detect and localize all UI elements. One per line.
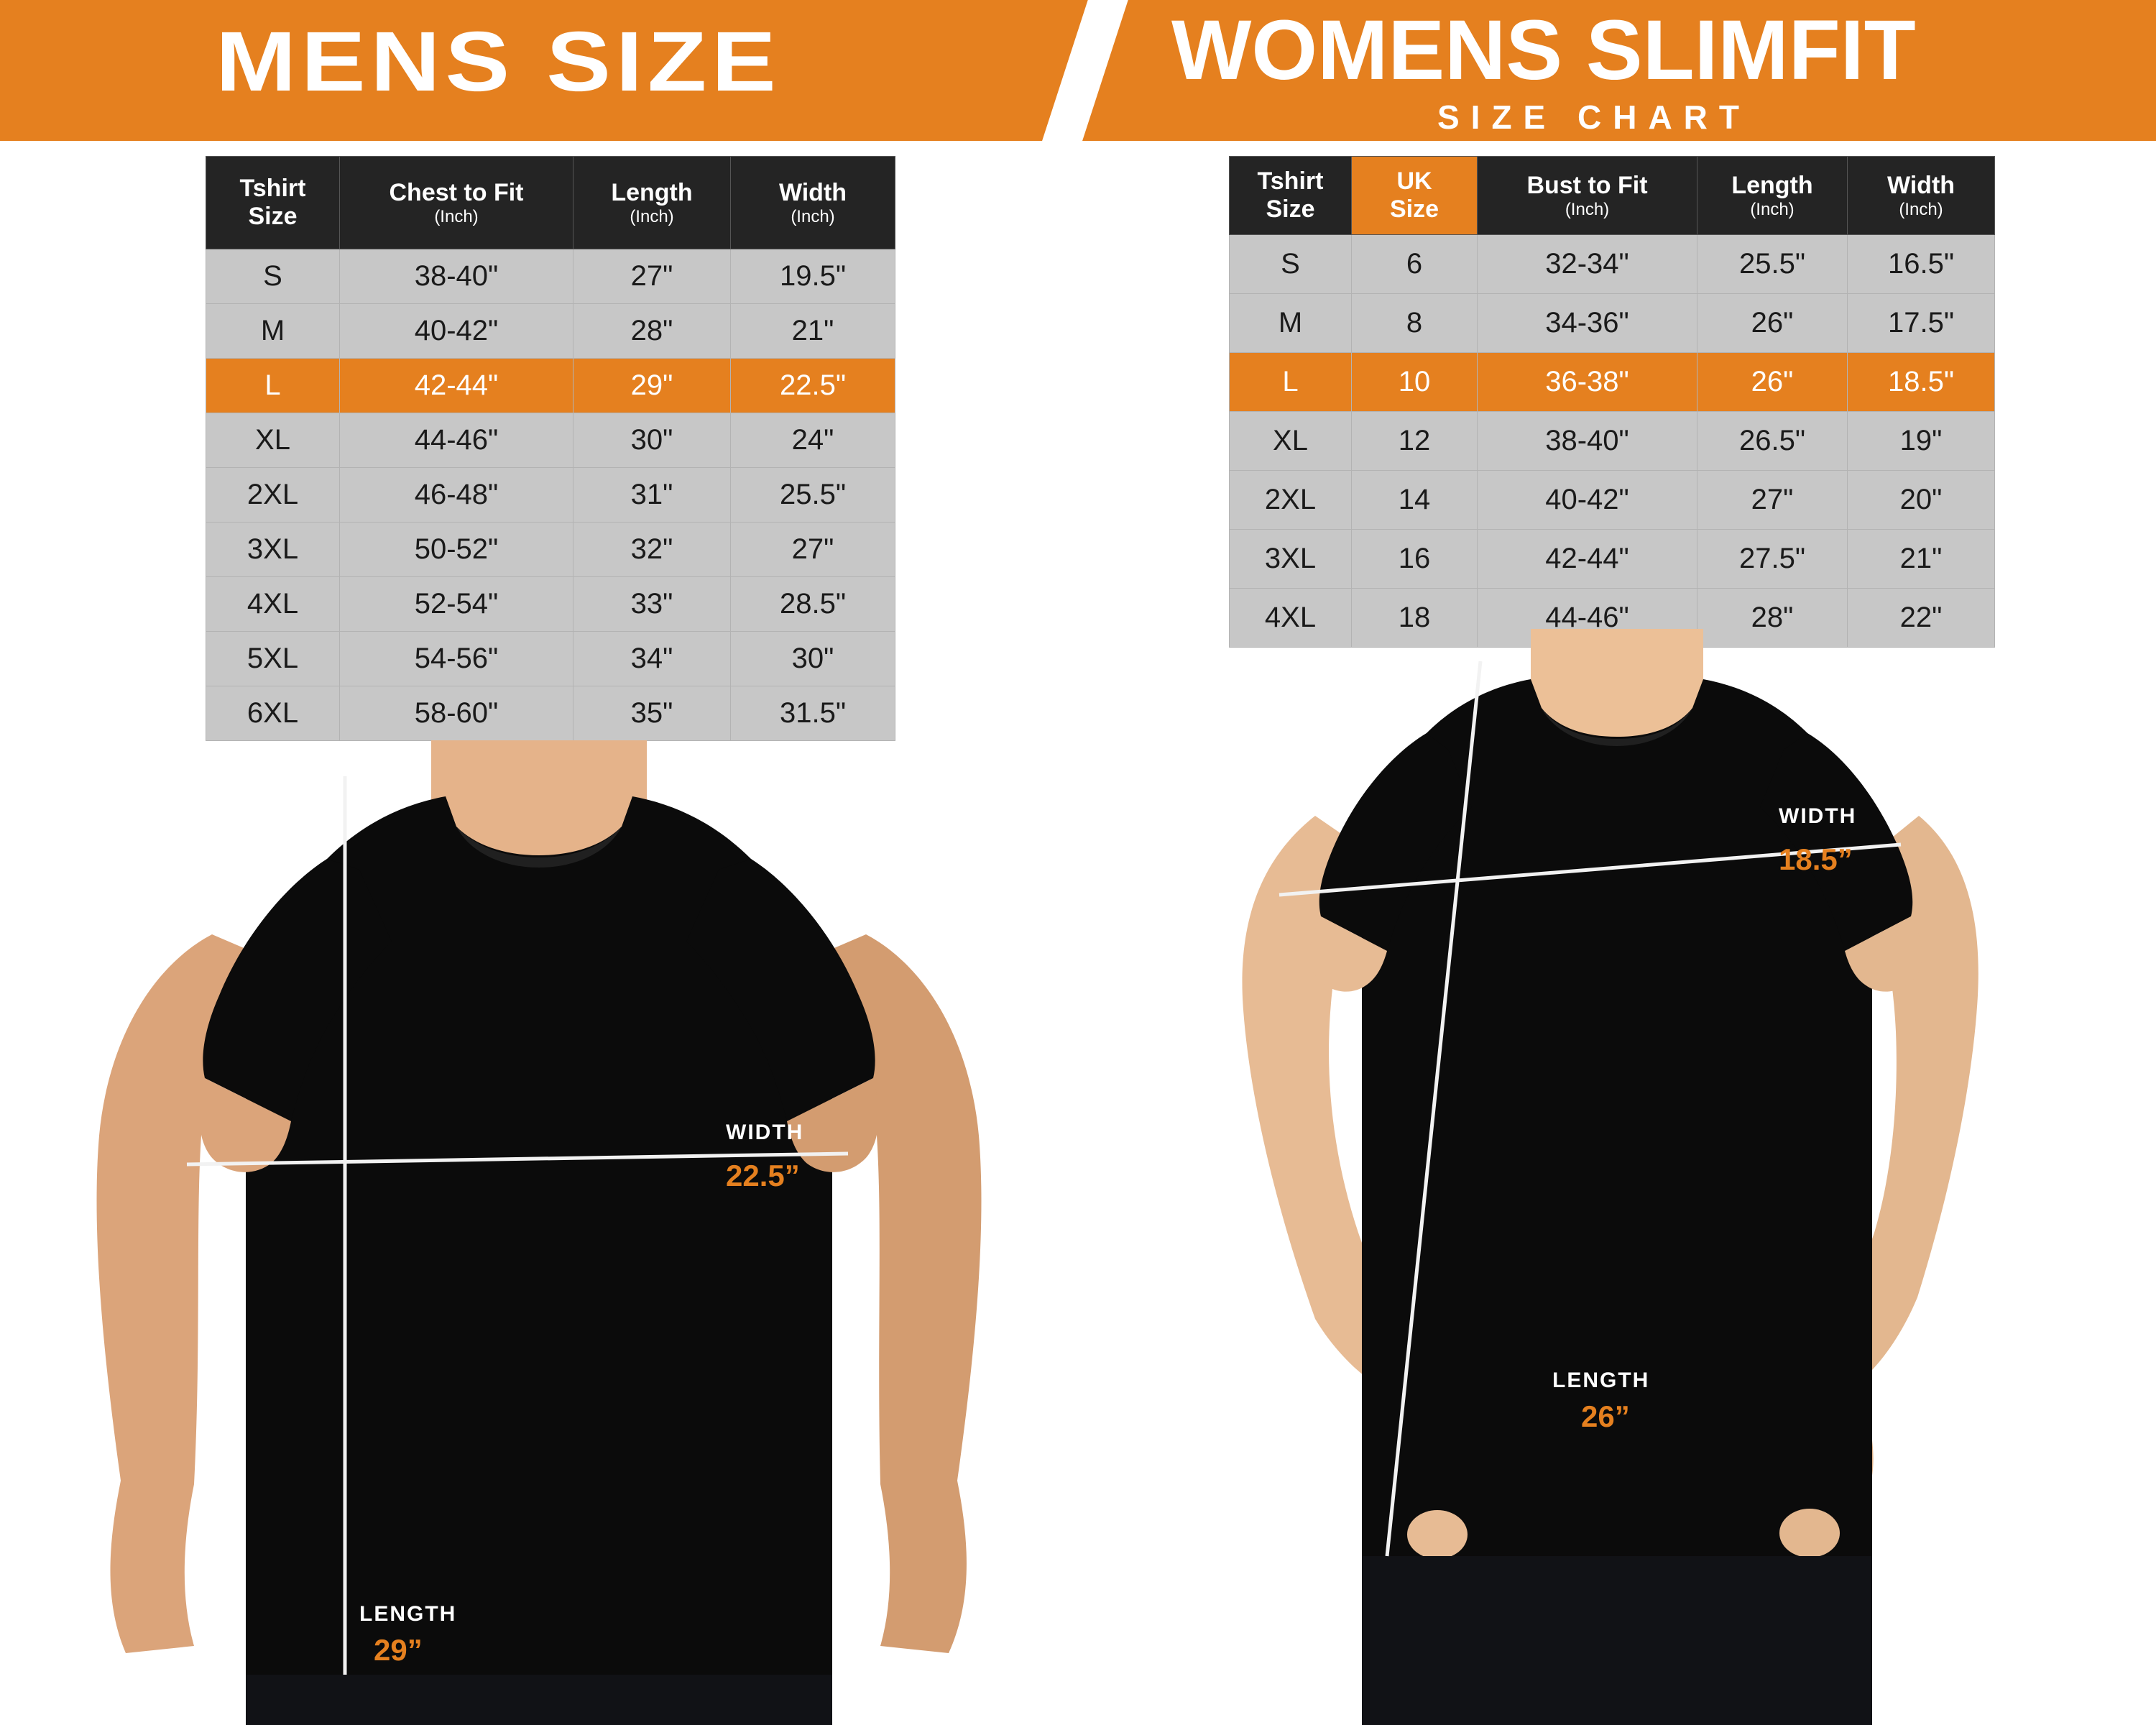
svg-text:29”: 29” [374,1633,423,1667]
svg-text:WIDTH: WIDTH [1779,804,1856,828]
svg-text:18.5”: 18.5” [1779,842,1853,876]
svg-text:WIDTH: WIDTH [726,1121,803,1144]
svg-text:LENGTH: LENGTH [1552,1368,1649,1392]
svg-text:26”: 26” [1581,1399,1630,1433]
svg-text:22.5”: 22.5” [726,1159,800,1192]
svg-text:LENGTH: LENGTH [359,1602,456,1626]
